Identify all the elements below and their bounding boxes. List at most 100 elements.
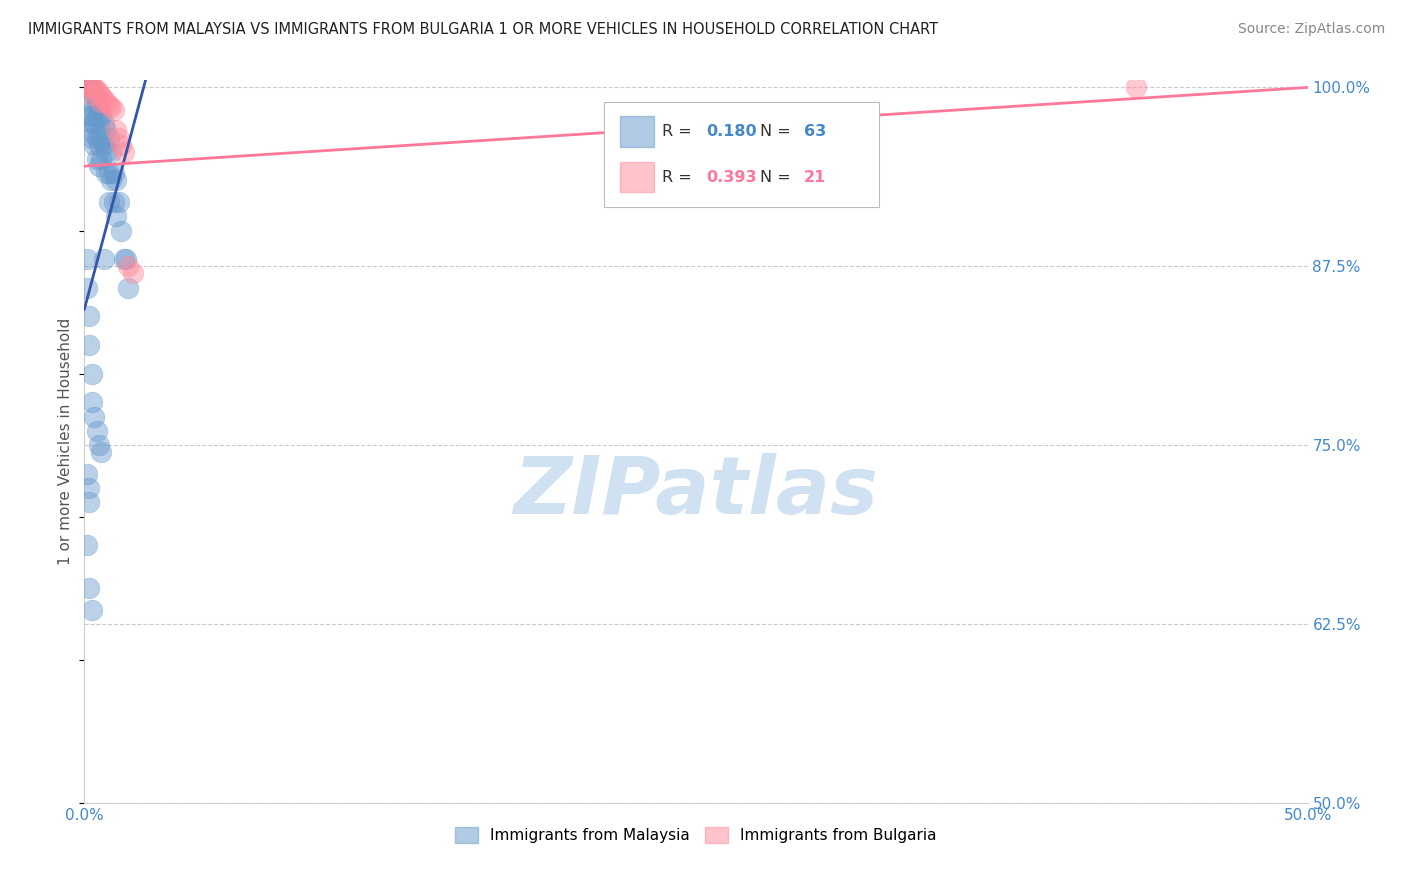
Point	[90, 89, 112, 103]
Point	[77, 80, 100, 95]
Point	[105, 123, 128, 137]
Text: Source: ZipAtlas.com: Source: ZipAtlas.com	[1237, 22, 1385, 37]
Point	[93, 92, 115, 106]
Point	[77, 109, 100, 123]
Point	[115, 252, 138, 266]
Point	[77, 80, 100, 95]
Point	[80, 80, 103, 95]
Point	[76, 252, 98, 266]
Point	[80, 109, 103, 123]
Point	[105, 173, 128, 187]
Point	[83, 80, 105, 95]
Point	[86, 109, 108, 123]
Point	[97, 97, 120, 112]
Point	[77, 581, 100, 595]
Point	[107, 130, 129, 145]
Point	[83, 116, 105, 130]
Text: R =: R =	[662, 169, 696, 185]
Point	[93, 252, 115, 266]
Point	[77, 481, 100, 495]
Point	[77, 338, 100, 352]
Point	[105, 209, 128, 223]
Point	[96, 145, 118, 159]
Point	[86, 95, 108, 109]
Text: 63: 63	[804, 124, 825, 139]
Point	[87, 86, 110, 100]
Text: 0.180: 0.180	[706, 124, 756, 139]
Point	[103, 194, 125, 209]
Point	[112, 252, 135, 266]
Point	[80, 95, 103, 109]
Point	[1125, 80, 1147, 95]
Point	[100, 145, 122, 159]
Point	[96, 123, 118, 137]
Point	[90, 95, 112, 109]
Point	[97, 166, 120, 180]
Text: 0.393: 0.393	[706, 169, 756, 185]
Point	[76, 80, 98, 95]
Point	[117, 281, 139, 295]
Point	[96, 95, 118, 109]
Point	[77, 310, 100, 324]
Point	[86, 424, 108, 438]
Point	[76, 80, 98, 95]
Point	[100, 173, 122, 187]
Text: 21: 21	[804, 169, 825, 185]
Point	[90, 152, 112, 166]
Point	[90, 130, 112, 145]
Point	[90, 109, 112, 123]
Point	[93, 116, 115, 130]
Point	[80, 87, 103, 102]
Point	[93, 137, 115, 152]
Point	[86, 83, 108, 97]
Point	[107, 194, 129, 209]
Point	[97, 130, 120, 145]
Point	[80, 602, 103, 616]
Point	[87, 102, 110, 116]
FancyBboxPatch shape	[620, 162, 654, 193]
Point	[77, 80, 100, 95]
Point	[87, 159, 110, 173]
Point	[76, 80, 98, 95]
Point	[86, 130, 108, 145]
Text: N =: N =	[759, 169, 796, 185]
Point	[86, 152, 108, 166]
Point	[112, 145, 135, 159]
Point	[97, 194, 120, 209]
Text: N =: N =	[759, 124, 796, 139]
Point	[87, 137, 110, 152]
Point	[100, 100, 122, 114]
Point	[122, 267, 145, 281]
Point	[80, 130, 103, 145]
Point	[103, 166, 125, 180]
Point	[110, 137, 132, 152]
Point	[117, 260, 139, 274]
Legend: Immigrants from Malaysia, Immigrants from Bulgaria: Immigrants from Malaysia, Immigrants fro…	[449, 822, 943, 849]
FancyBboxPatch shape	[605, 102, 880, 207]
Point	[80, 80, 103, 95]
Point	[90, 445, 112, 459]
Text: R =: R =	[662, 124, 696, 139]
Point	[80, 116, 103, 130]
Point	[87, 116, 110, 130]
Point	[77, 123, 100, 137]
Point	[76, 281, 98, 295]
Point	[110, 223, 132, 237]
Point	[77, 495, 100, 509]
Point	[83, 409, 105, 424]
Text: IMMIGRANTS FROM MALAYSIA VS IMMIGRANTS FROM BULGARIA 1 OR MORE VEHICLES IN HOUSE: IMMIGRANTS FROM MALAYSIA VS IMMIGRANTS F…	[28, 22, 938, 37]
Text: ZIPatlas: ZIPatlas	[513, 453, 879, 531]
Point	[103, 103, 125, 118]
Y-axis label: 1 or more Vehicles in Household: 1 or more Vehicles in Household	[58, 318, 73, 566]
Point	[87, 438, 110, 452]
Point	[83, 102, 105, 116]
Point	[80, 367, 103, 381]
Point	[77, 80, 100, 95]
Point	[76, 467, 98, 481]
Point	[83, 137, 105, 152]
FancyBboxPatch shape	[620, 117, 654, 147]
Point	[96, 166, 118, 180]
Point	[80, 395, 103, 409]
Point	[76, 538, 98, 552]
Point	[83, 87, 105, 102]
